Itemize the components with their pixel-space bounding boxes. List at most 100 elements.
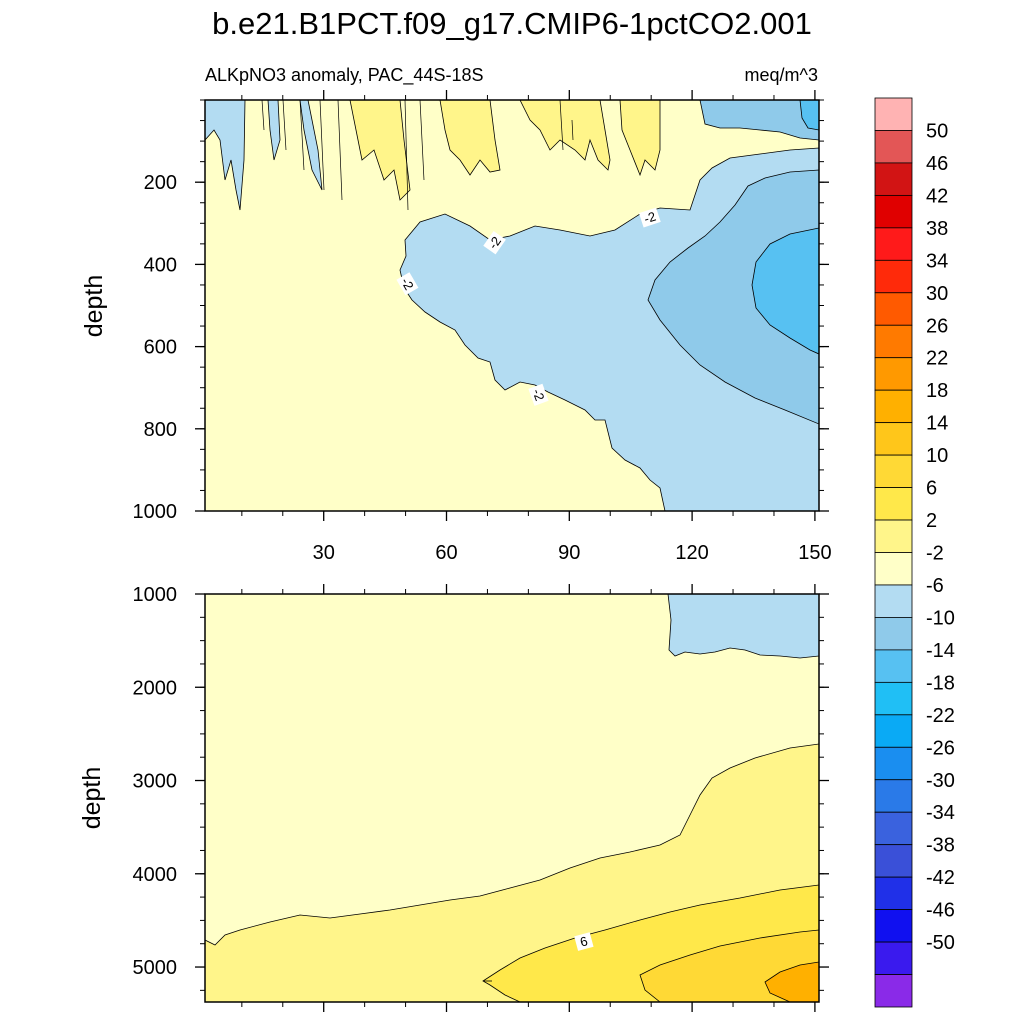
colorbar-label: 30 bbox=[926, 283, 948, 305]
upper-fill-neg6 bbox=[647, 169, 819, 425]
colorbar-label: 38 bbox=[926, 218, 948, 240]
upper-contour-label-4: -2 bbox=[528, 383, 549, 406]
colorbar-label: -46 bbox=[926, 900, 955, 922]
colorbar-swatch bbox=[874, 487, 913, 521]
colorbar-swatch bbox=[874, 292, 913, 326]
upper-fill-neg2-left bbox=[205, 100, 246, 211]
upper-y-axis: 200 400 600 800 1000 bbox=[133, 99, 829, 523]
colorbar-label: 10 bbox=[926, 445, 948, 467]
upper-fill-neg6-top bbox=[699, 100, 819, 141]
y-tick-label: 2000 bbox=[133, 677, 178, 699]
upper-y-axis-label: depth bbox=[80, 275, 108, 338]
colorbar-swatch bbox=[874, 259, 913, 294]
colorbar-label: -2 bbox=[926, 543, 944, 565]
colorbar-swatch bbox=[874, 649, 913, 683]
y-tick-label: 1000 bbox=[133, 584, 178, 606]
lower-panel-fills bbox=[205, 594, 819, 1002]
colorbar-label: 26 bbox=[926, 315, 948, 337]
colorbar-swatch bbox=[874, 876, 913, 911]
colorbar-label: 46 bbox=[926, 153, 948, 175]
lower-contour-label-1: 6 bbox=[574, 932, 594, 951]
colorbar-swatch bbox=[874, 941, 913, 975]
colorbar-swatch bbox=[874, 357, 913, 391]
colorbar-swatch bbox=[874, 909, 913, 943]
colorbar-swatch bbox=[874, 389, 913, 424]
lower-panel: 1000 2000 3000 4000 5000 depth 6 bbox=[78, 584, 829, 1012]
colorbar-swatch bbox=[874, 130, 913, 164]
y-tick-label: 400 bbox=[144, 254, 177, 276]
lower-x-axis bbox=[241, 584, 816, 1012]
colorbar-label: -26 bbox=[926, 737, 955, 759]
y-tick-label: 200 bbox=[144, 172, 177, 194]
colorbar-label: 18 bbox=[926, 380, 948, 402]
colorbar-swatch bbox=[874, 227, 913, 261]
colorbar-swatch bbox=[874, 746, 913, 781]
colorbar-swatch bbox=[874, 844, 913, 878]
colorbar-label: -38 bbox=[926, 835, 955, 857]
colorbar-swatch bbox=[874, 617, 913, 651]
lower-y-axis: 1000 2000 3000 4000 5000 bbox=[133, 584, 829, 991]
y-tick-label: 3000 bbox=[133, 771, 178, 793]
upper-streaks bbox=[261, 100, 574, 211]
colorbar-swatch bbox=[874, 97, 913, 131]
upper-contour-label-2: -2 bbox=[483, 231, 506, 255]
colorbar-swatch bbox=[874, 552, 913, 586]
y-tick-label: 1000 bbox=[133, 501, 178, 523]
colorbar-label: 6 bbox=[926, 478, 937, 500]
chart-subtitle-units: meq/m^3 bbox=[745, 65, 818, 85]
colorbar-label: -22 bbox=[926, 705, 955, 727]
upper-fill-pos2-b bbox=[619, 100, 661, 177]
chart-title: b.e21.B1PCT.f09_g17.CMIP6-1pctCO2.001 bbox=[212, 6, 812, 41]
colorbar-label: 50 bbox=[926, 120, 948, 142]
upper-fill-neg10 bbox=[751, 227, 819, 355]
upper-contour-label-3: -2 bbox=[396, 272, 419, 296]
contour-label-text: -2 bbox=[642, 209, 658, 227]
colorbar-label: -42 bbox=[926, 867, 955, 889]
lower-fill-pos14 bbox=[764, 961, 819, 1002]
x-tick-label: 150 bbox=[798, 542, 831, 564]
upper-fill-pos2-c bbox=[439, 100, 501, 176]
colorbar-label: -34 bbox=[926, 802, 955, 824]
lower-y-axis-label: depth bbox=[78, 767, 106, 830]
upper-fill-neg2-streak-a bbox=[267, 100, 281, 161]
colorbar-label: 2 bbox=[926, 510, 937, 532]
x-tick-label: 60 bbox=[435, 542, 457, 564]
colorbar-swatch bbox=[874, 974, 913, 1008]
colorbar-swatch bbox=[874, 779, 913, 813]
upper-panel-fills bbox=[205, 100, 819, 511]
colorbar-swatch bbox=[874, 194, 913, 229]
upper-x-axis: 30 60 90 120 150 bbox=[241, 90, 832, 564]
x-tick-label: 90 bbox=[558, 542, 580, 564]
colorbar-swatch bbox=[874, 811, 913, 846]
colorbar-swatch bbox=[874, 681, 913, 716]
colorbar: 50 46 42 38 34 30 26 22 18 14 10 6 2 -2 -6 -10 -14 -18 -22… bbox=[874, 97, 955, 1008]
colorbar-label: -6 bbox=[926, 575, 944, 597]
upper-fill-neg10-top bbox=[799, 100, 819, 131]
upper-contour-label-1: -2 bbox=[638, 207, 661, 228]
colorbar-label: -50 bbox=[926, 932, 955, 954]
colorbar-swatch bbox=[874, 519, 913, 553]
x-tick-label: 120 bbox=[675, 542, 708, 564]
colorbar-label: 22 bbox=[926, 348, 948, 370]
colorbar-swatch bbox=[874, 454, 913, 488]
colorbar-swatch bbox=[874, 714, 913, 748]
chart-subtitle-variable: ALKpNO3 anomaly, PAC_44S-18S bbox=[205, 65, 483, 86]
y-tick-label: 5000 bbox=[133, 957, 178, 979]
colorbar-swatch bbox=[874, 324, 913, 359]
upper-panel: 30 60 90 120 150 200 400 600 800 1000 depth -2 -… bbox=[80, 90, 832, 564]
colorbar-label: -10 bbox=[926, 607, 955, 629]
contour-label-text: 6 bbox=[578, 933, 589, 949]
colorbar-label: -18 bbox=[926, 672, 955, 694]
contour-label-text: -2 bbox=[529, 387, 547, 403]
lower-fill-neg2 bbox=[667, 594, 819, 659]
lower-plot-frame bbox=[204, 593, 820, 1003]
colorbar-label: -30 bbox=[926, 770, 955, 792]
colorbar-label: 14 bbox=[926, 413, 948, 435]
upper-fill-pos2-d bbox=[349, 100, 411, 201]
colorbar-label: 34 bbox=[926, 250, 948, 272]
y-tick-label: 600 bbox=[144, 337, 177, 359]
colorbar-swatch bbox=[874, 162, 913, 196]
colorbar-label: -14 bbox=[926, 640, 955, 662]
y-tick-label: 4000 bbox=[133, 864, 178, 886]
